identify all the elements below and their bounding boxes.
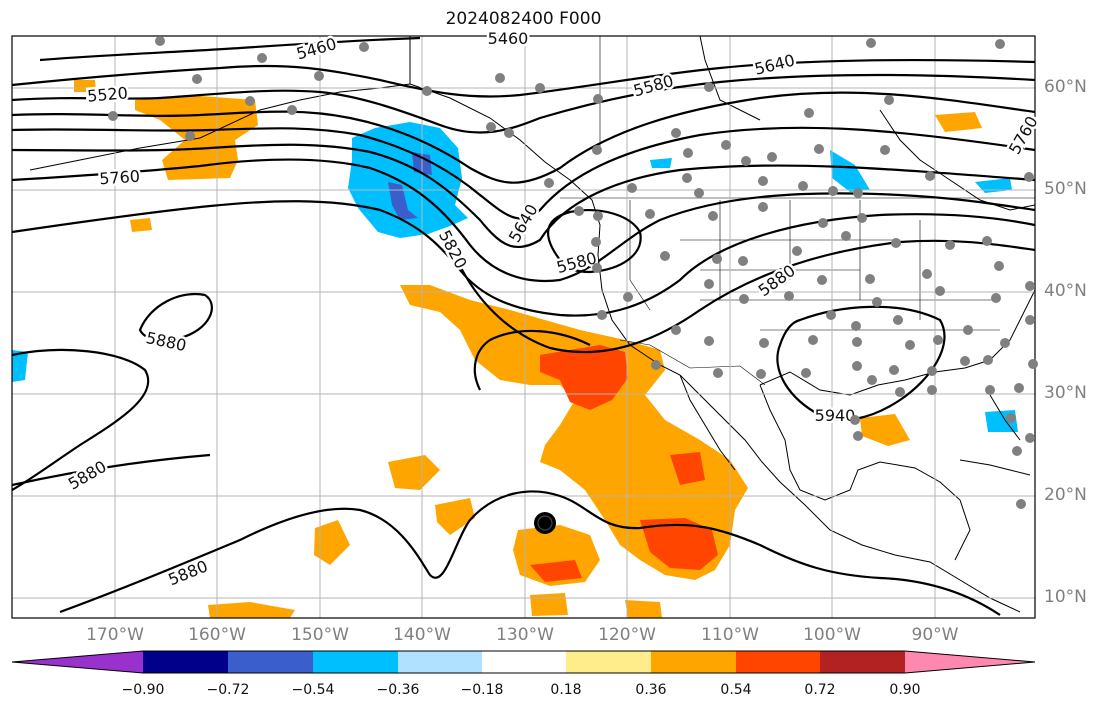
positive-anomaly-area [625,600,662,618]
longitude-label: 170°W [86,625,144,645]
latitude-label: 40°N [1044,281,1087,301]
negative-anomaly-area [12,350,28,382]
latitude-label: 50°N [1044,179,1087,199]
longitude-label: 160°W [188,625,246,645]
longitude-label: 110°W [701,625,759,645]
strong-positive-anomaly-area [640,518,718,570]
longitude-label: 90°W [911,625,959,645]
longitude-label: 100°W [803,625,861,645]
longitude-label: 140°W [393,625,451,645]
contour-label: 5880 [144,328,188,355]
colorbar-tick-label: 0.72 [804,682,836,698]
longitude-label: 150°W [291,625,349,645]
colorbar-tick-label: −0.72 [206,682,250,698]
latitude-label: 30°N [1044,383,1087,403]
strong-positive-anomaly-area [670,452,705,485]
negative-anomaly-area [650,158,672,168]
contour-label: 5880 [65,457,110,494]
latitude-label: 10°N [1044,587,1087,607]
contour-label: 5580 [631,71,675,100]
negative-anomaly-area [388,182,418,220]
positive-anomaly-area [935,112,982,132]
colorbar-tick-label: 0.18 [550,682,582,698]
colorbar-swatch [651,651,736,673]
tropical-cyclone-marker [534,512,556,534]
coastlines [29,36,1035,613]
map-frame [11,35,1036,619]
colorbar-swatch [228,651,313,673]
latitude-label: 20°N [1044,485,1087,505]
colorbar-extend-max [905,651,1035,673]
contour-label: 5940 [815,406,856,425]
colorbar-swatch [566,651,651,673]
colorbar-swatch [313,651,398,673]
colorbar-tick-label: −0.90 [121,682,165,698]
positive-anomaly-area [208,602,295,618]
colorbar-tick-label: 0.54 [720,682,752,698]
contour-label: 5460 [488,29,529,48]
political-borders [560,36,1035,386]
colorbar-tick-label: −0.36 [376,682,420,698]
colorbar-tick-label: 0.90 [889,682,921,698]
contour-label: 5640 [753,51,797,79]
longitude-label: 120°W [598,625,656,645]
contour-label: 5760 [1005,113,1042,158]
positive-anomaly-area [388,455,440,490]
positive-anomaly-area [435,498,475,535]
colorbar-tick-label: 0.36 [635,682,667,698]
graticule [12,36,1035,618]
contour-label: 5760 [99,167,141,189]
negative-anomaly-area [830,150,870,192]
positive-anomaly-area [530,593,568,616]
colorbar-tick-label: −0.18 [460,682,504,698]
contour-label: 5520 [86,83,128,105]
anomaly-shading [12,80,1018,618]
colorbar-swatch [736,651,820,673]
latitude-label: 60°N [1044,77,1087,97]
contour-label: 5640 [505,201,542,246]
positive-anomaly-area [130,218,152,232]
strong-positive-anomaly-area [530,560,582,582]
contour-label: 5820 [435,227,471,272]
colorbar-swatch [820,651,905,673]
map-title: 2024082400 F000 [445,9,602,29]
contour-label: 5460 [294,34,338,63]
colorbar-swatch [398,651,482,673]
colorbar-extend-min [12,651,143,673]
positive-anomaly-area [314,520,350,565]
colorbar-swatch [482,651,566,673]
positive-anomaly-area [400,285,748,580]
negative-anomaly-area [975,178,1012,193]
positive-anomaly-area [74,80,96,92]
positive-anomaly-area [135,96,258,180]
colorbar-swatch [143,651,228,673]
colorbar [11,650,1036,674]
station-dots [108,36,1038,509]
positive-anomaly-area [860,414,910,446]
longitude-label: 130°W [496,625,554,645]
colorbar-tick-label: −0.54 [291,682,335,698]
